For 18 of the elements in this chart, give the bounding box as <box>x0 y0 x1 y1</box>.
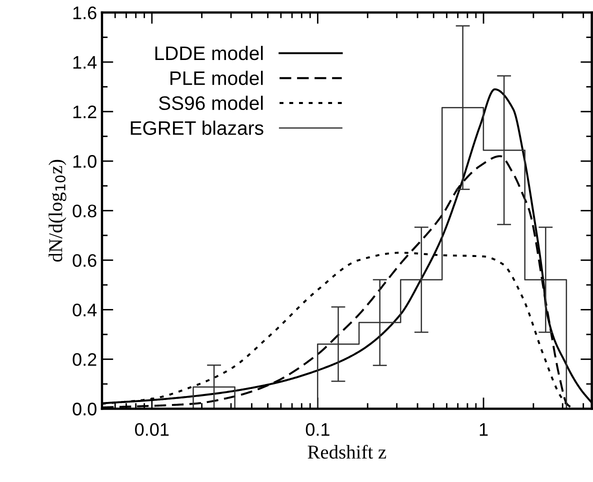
y-tick-label: 0.2 <box>72 353 96 366</box>
x-axis-title: Redshift z <box>308 444 386 459</box>
x-tick-label: 1 <box>480 423 488 436</box>
legend-label: EGRET blazars <box>130 120 264 135</box>
legend-label: SS96 model <box>158 96 263 110</box>
y-tick-label: 1.0 <box>73 155 96 168</box>
y-tick-label: 1.2 <box>73 106 96 118</box>
y-tick-label: 0.4 <box>72 304 97 316</box>
y-tick-label: 0.6 <box>72 254 96 267</box>
legend-label: PLE model <box>170 70 263 86</box>
y-tick-label: 0.0 <box>72 402 96 416</box>
y-tick-label: 1.4 <box>73 56 97 69</box>
y-tick-label: 0.8 <box>72 204 96 218</box>
y-tick-label: 1.6 <box>73 6 96 20</box>
x-tick-label: 0.1 <box>306 423 330 436</box>
legend-label: LDDE model <box>155 46 263 60</box>
x-tick-label: 0.01 <box>135 423 169 436</box>
y-axis-title: dN/d(log$_{10}$z) <box>48 160 66 262</box>
